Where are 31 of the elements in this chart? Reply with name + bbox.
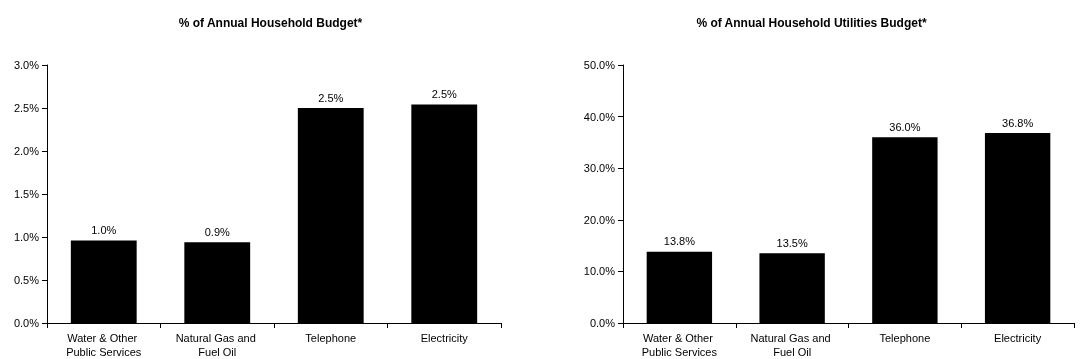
data-label: 36.8%	[1002, 116, 1034, 129]
y-tick-label: 3.0%	[13, 59, 40, 71]
y-tick-label: 0.0%	[589, 317, 616, 329]
data-label: 13.5%	[776, 236, 808, 249]
y-tick-label: 1.5%	[13, 188, 40, 200]
x-tick-label: Natural Gas and Fuel Oil	[175, 332, 259, 358]
x-tick-label: Electricity	[420, 332, 469, 344]
data-label: 2.5%	[431, 88, 457, 101]
x-tick-label: Telephone	[879, 332, 931, 344]
chart-title: % of Annual Household Budget*	[178, 16, 363, 30]
data-label: 36.0%	[889, 120, 921, 133]
y-tick-label: 30.0%	[583, 162, 616, 175]
chart-title: % of Annual Household Utilities Budget*	[696, 16, 927, 30]
data-label: 2.5%	[318, 91, 344, 104]
data-label: 0.9%	[204, 225, 230, 238]
y-tick-label: 20.0%	[583, 213, 616, 226]
y-tick-label: 40.0%	[583, 110, 616, 123]
x-tick-label: Water & Other Public Services	[66, 332, 142, 358]
x-tick-label: Natural Gas and Fuel Oil	[750, 332, 834, 358]
y-tick-label: 2.5%	[13, 102, 40, 114]
x-tick-label: Telephone	[305, 332, 357, 344]
x-tick-label: Water & Other Public Services	[641, 332, 718, 358]
y-tick-label: 2.0%	[13, 145, 40, 157]
y-tick-label: 10.0%	[583, 265, 616, 278]
y-tick-label: 0.5%	[13, 274, 40, 286]
data-label: 1.0%	[91, 223, 117, 236]
x-tick-label: Electricity	[994, 332, 1042, 344]
y-tick-label: 0.0%	[13, 317, 40, 329]
y-tick-label: 1.0%	[13, 231, 40, 243]
data-label: 13.8%	[663, 235, 696, 248]
y-tick-label: 50.0%	[583, 59, 616, 71]
